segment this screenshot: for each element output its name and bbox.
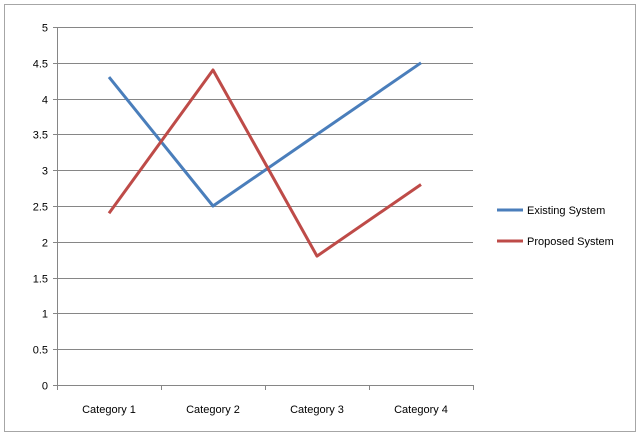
y-tick-label: 0 — [42, 381, 48, 393]
x-tick-label: Category 3 — [290, 404, 344, 416]
y-axis-tick-labels: 0 0.5 1 1.5 2 2.5 3 3.5 4 4.5 5 — [33, 23, 48, 393]
y-tick-label: 2.5 — [33, 202, 48, 214]
y-tick-label: 5 — [42, 23, 48, 35]
y-tick-label: 3 — [42, 166, 48, 178]
y-tick-label: 3.5 — [33, 130, 48, 142]
y-tick-label: 4 — [42, 95, 48, 107]
y-tick-label: 1 — [42, 309, 48, 321]
series-line-proposed-system — [107, 68, 422, 258]
x-tick-label: Category 4 — [394, 404, 448, 416]
x-tick-label: Category 1 — [82, 404, 136, 416]
chart-area — [4, 4, 636, 432]
y-tick-label: 1.5 — [33, 274, 48, 286]
legend-label: Proposed System — [527, 236, 614, 248]
y-tick-label: 2 — [42, 238, 48, 250]
series-lines — [107, 61, 422, 258]
legend-label: Existing System — [527, 205, 605, 217]
legend: Existing System Proposed System — [497, 205, 614, 248]
x-axis-tick-labels: Category 1 Category 2 Category 3 Category 4 — [82, 404, 448, 416]
gridlines — [57, 27, 473, 350]
y-tick-label: 0.5 — [33, 345, 48, 357]
x-tick-label: Category 2 — [186, 404, 240, 416]
axes — [53, 27, 474, 390]
y-tick-label: 4.5 — [33, 59, 48, 71]
